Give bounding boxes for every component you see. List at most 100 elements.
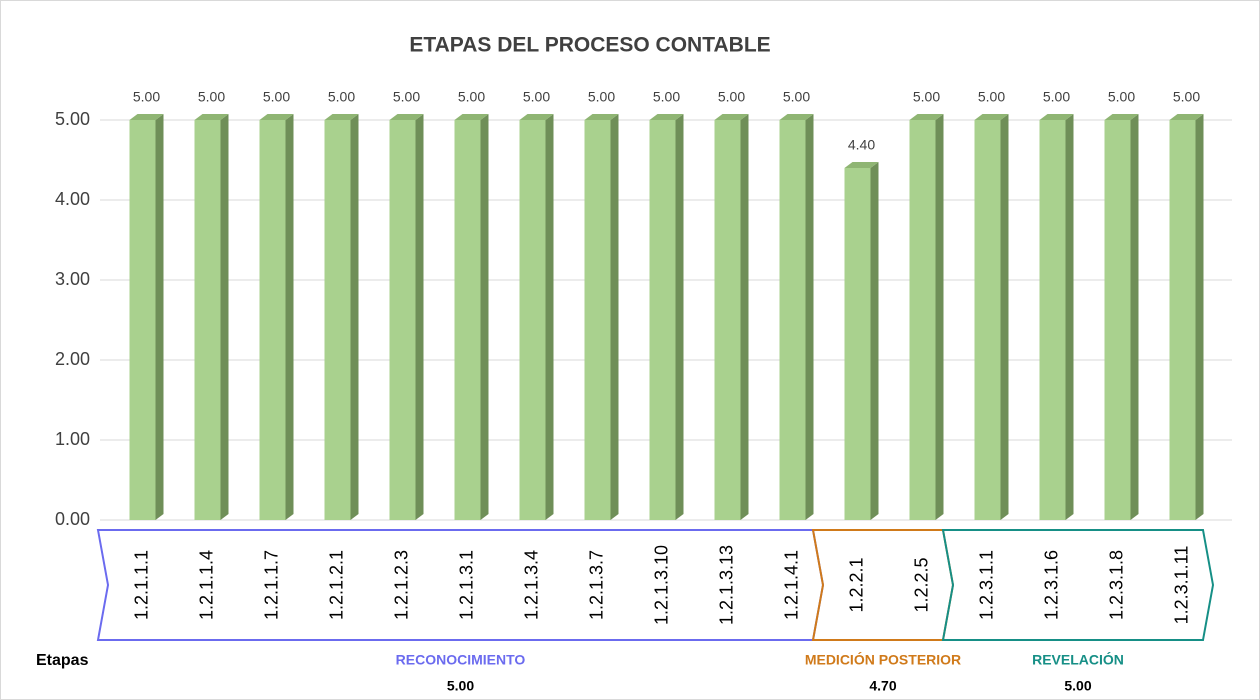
group-score: 4.70 [869, 678, 896, 694]
value-label: 5.00 [1108, 89, 1135, 105]
bar [1169, 114, 1204, 520]
x-tick-label: 1.2.3.1.8 [1106, 550, 1126, 620]
x-tick-label: 1.2.1.4.1 [781, 550, 801, 620]
bar-front [259, 120, 286, 520]
bar-top [909, 114, 944, 120]
bar [1104, 114, 1139, 520]
bar-top [1104, 114, 1139, 120]
bar [649, 114, 684, 520]
bar [909, 114, 944, 520]
x-tick-label: 1.2.1.3.13 [716, 545, 736, 625]
x-tick-label: 1.2.1.3.7 [586, 550, 606, 620]
x-tick-label: 1.2.1.3.1 [456, 550, 476, 620]
bar [844, 162, 879, 520]
bar-front [1104, 120, 1131, 520]
y-tick-label: 5.00 [55, 109, 90, 129]
bar [519, 114, 554, 520]
value-label: 5.00 [523, 89, 550, 105]
bar-side [675, 114, 684, 520]
group-axis-label: Etapas [36, 652, 89, 669]
bar-side [935, 114, 944, 520]
x-tick-label: 1.2.1.1.7 [261, 550, 281, 620]
x-tick-label: 1.2.1.2.3 [391, 550, 411, 620]
value-label: 5.00 [978, 89, 1005, 105]
bar-front [389, 120, 416, 520]
bar-top [454, 114, 489, 120]
x-tick-label: 1.2.3.1.6 [1041, 550, 1061, 620]
bar-top [649, 114, 684, 120]
bar-front [779, 120, 806, 520]
x-tick-label: 1.2.1.3.10 [651, 545, 671, 625]
bar-side [1000, 114, 1009, 520]
y-tick-label: 1.00 [55, 429, 90, 449]
value-label: 5.00 [718, 89, 745, 105]
bar-front [129, 120, 156, 520]
bar-front [974, 120, 1001, 520]
bar-side [1195, 114, 1204, 520]
group-score: 5.00 [1064, 678, 1091, 694]
bar-front [1039, 120, 1066, 520]
bar-front [584, 120, 611, 520]
bar [1039, 114, 1074, 520]
group-score: 5.00 [447, 678, 474, 694]
bar-side [740, 114, 749, 520]
bar-side [1065, 114, 1074, 520]
y-tick-label: 0.00 [55, 509, 90, 529]
x-tick-label: 1.2.3.1.11 [1171, 546, 1191, 625]
bar-top [779, 114, 814, 120]
bar-side [610, 114, 619, 520]
bar-front [714, 120, 741, 520]
bar [584, 114, 619, 520]
bar [389, 114, 424, 520]
x-tick-label: 1.2.2.1 [846, 557, 866, 612]
bar [324, 114, 359, 520]
y-tick-label: 2.00 [55, 349, 90, 369]
bar-top [519, 114, 554, 120]
value-label: 5.00 [588, 89, 615, 105]
value-label: 5.00 [198, 89, 225, 105]
value-label: 5.00 [133, 89, 160, 105]
value-label: 4.40 [848, 137, 875, 153]
bar-top [389, 114, 424, 120]
bar-top [324, 114, 359, 120]
bar-front [519, 120, 546, 520]
bar-side [350, 114, 359, 520]
bar-top [259, 114, 294, 120]
bar-front [454, 120, 481, 520]
bar [974, 114, 1009, 520]
bar-front [194, 120, 221, 520]
bar-side [155, 114, 164, 520]
y-tick-label: 3.00 [55, 269, 90, 289]
bar [259, 114, 294, 520]
bar-side [545, 114, 554, 520]
bar [454, 114, 489, 520]
group-chevron [941, 529, 1215, 641]
value-label: 5.00 [1043, 89, 1070, 105]
bar-top [194, 114, 229, 120]
x-tick-label: 1.2.3.1.1 [976, 550, 996, 620]
bar-top [1039, 114, 1074, 120]
bar-side [480, 114, 489, 520]
bar-front [324, 120, 351, 520]
bar-side [415, 114, 424, 520]
bar [129, 114, 164, 520]
value-label: 5.00 [263, 89, 290, 105]
bar-side [870, 162, 879, 520]
bar-top [714, 114, 749, 120]
bar-top [584, 114, 619, 120]
value-label: 5.00 [653, 89, 680, 105]
x-tick-label: 1.2.2.5 [911, 557, 931, 612]
bar-side [220, 114, 229, 520]
bar-side [1130, 114, 1139, 520]
value-label: 5.00 [913, 89, 940, 105]
x-tick-label: 1.2.1.3.4 [521, 550, 541, 620]
x-tick-label: 1.2.1.1.4 [196, 550, 216, 620]
bar-top [974, 114, 1009, 120]
group-label: REVELACIÓN [1032, 651, 1124, 668]
x-tick-label: 1.2.1.1.1 [131, 550, 151, 620]
value-label: 5.00 [1173, 89, 1200, 105]
bar-front [844, 168, 871, 520]
bar [714, 114, 749, 520]
bar-top [129, 114, 164, 120]
